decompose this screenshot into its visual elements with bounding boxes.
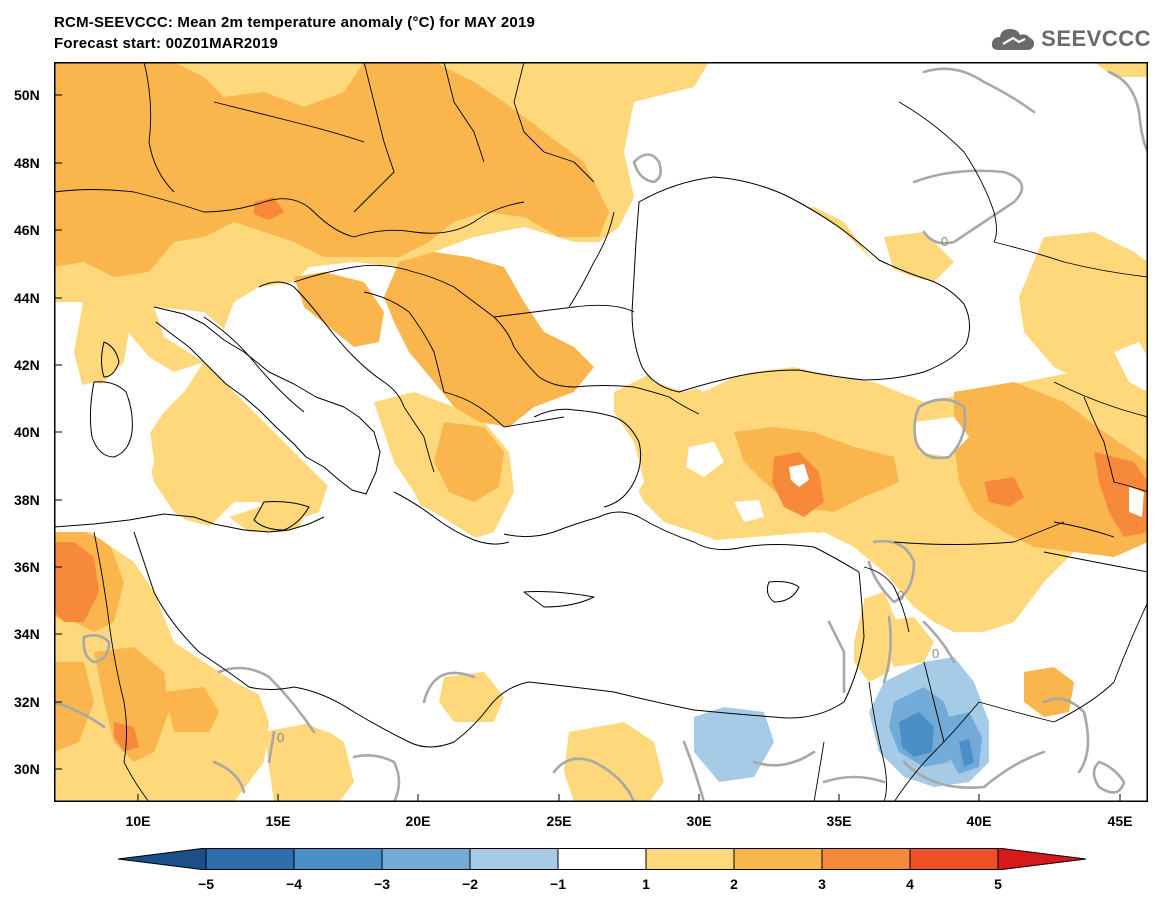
contour-labels: 0 0 0 0	[277, 234, 948, 745]
contour-label-0d: 0	[941, 234, 948, 249]
contour-label-0c: 0	[932, 646, 939, 661]
lon-label-10e: 10E	[125, 813, 151, 829]
colorbar-extend-high	[997, 847, 1087, 871]
anomaly-gaps	[686, 417, 1144, 522]
lat-label-40n: 40N	[14, 424, 40, 440]
lon-label-20e: 20E	[405, 813, 431, 829]
colorbar-tick-label: 3	[818, 876, 826, 892]
colorbar-segment	[909, 848, 999, 870]
lon-label-15e: 15E	[265, 813, 291, 829]
lat-label-36n: 36N	[14, 559, 40, 575]
lat-label-46n: 46N	[14, 222, 40, 238]
colorbar-tick-label: −5	[198, 876, 214, 892]
anomaly-map: 0 0 0 0	[54, 62, 1148, 802]
colorbar-tick-label: 4	[906, 876, 914, 892]
lat-label-34n: 34N	[14, 626, 40, 642]
colorbar-tick-label: −2	[462, 876, 478, 892]
colorbar-tick-label: 2	[730, 876, 738, 892]
seevccc-logo: SEEVCCC	[989, 22, 1151, 56]
lon-label-40e: 40E	[966, 813, 992, 829]
colorbar-segment	[645, 848, 735, 870]
lat-label-42n: 42N	[14, 357, 40, 373]
colorbar-segment	[557, 848, 647, 870]
colorbar-tick-label: −4	[286, 876, 302, 892]
anomaly-region-2-3	[54, 62, 1148, 762]
lon-label-25e: 25E	[546, 813, 572, 829]
colorbar-segment	[821, 848, 911, 870]
map-frame	[54, 62, 1148, 802]
colorbar-tick-label: −1	[550, 876, 566, 892]
lon-label-45e: 45E	[1107, 813, 1133, 829]
colorbar-segment	[733, 848, 823, 870]
lon-label-30e: 30E	[686, 813, 712, 829]
colorbar-extend-low	[117, 847, 207, 871]
cloud-icon	[992, 29, 1035, 50]
colorbar-segment	[205, 848, 295, 870]
lat-label-48n: 48N	[14, 155, 40, 171]
colorbar	[117, 847, 1087, 871]
zero-contours	[54, 67, 1148, 802]
colorbar-segment	[293, 848, 383, 870]
lat-label-30n: 30N	[14, 761, 40, 777]
lat-label-38n: 38N	[14, 492, 40, 508]
lat-label-44n: 44N	[14, 290, 40, 306]
logo-text: SEEVCCC	[1041, 26, 1151, 51]
sea-areas	[54, 177, 1148, 742]
map-title: RCM-SEEVCCC: Mean 2m temperature anomaly…	[54, 14, 536, 31]
lat-label-32n: 32N	[14, 694, 40, 710]
colorbar-segment	[381, 848, 471, 870]
coastlines	[54, 176, 970, 748]
forecast-start-label: Forecast start: 00Z01MAR2019	[54, 35, 279, 52]
country-borders	[54, 62, 1148, 802]
colorbar-segment	[469, 848, 559, 870]
lat-label-50n: 50N	[14, 87, 40, 103]
colorbar-tick-label: −3	[374, 876, 390, 892]
lon-label-35e: 35E	[826, 813, 852, 829]
anomaly-region-neg-3-4	[899, 712, 974, 767]
contour-label-0a: 0	[277, 730, 284, 745]
colorbar-tick-label: 5	[994, 876, 1002, 892]
contour-label-0b: 0	[897, 588, 904, 603]
colorbar-tick-label: 1	[642, 876, 650, 892]
